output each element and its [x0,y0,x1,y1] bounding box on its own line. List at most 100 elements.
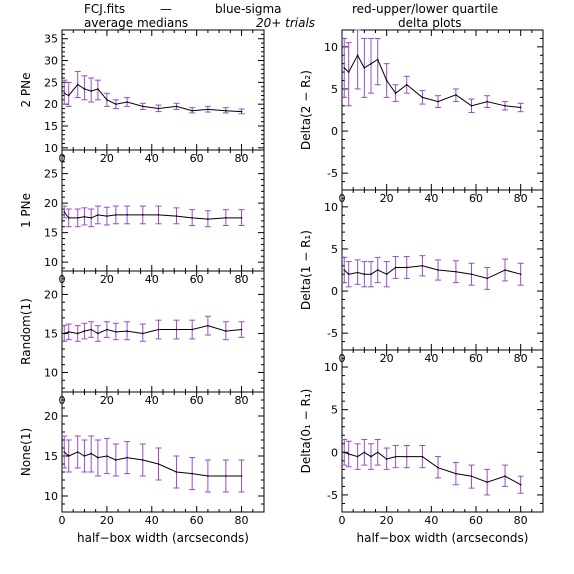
data-point [376,269,379,271]
y-tick-label: -5 [327,489,338,502]
data-point [83,455,86,457]
y-tick-label: 0 [331,285,338,298]
data-point [67,94,70,97]
data-point [63,451,66,453]
figure-header: FCJ.fits — blue-sigma red-upper/lower qu… [84,2,498,30]
data-point [356,54,359,57]
data-point [343,67,346,69]
series-line [343,54,521,108]
y-tick-label: 0 [331,125,338,138]
x-tick-label: 20 [100,273,114,286]
data-point [76,451,79,453]
data-point [347,273,350,276]
data-point [347,71,350,73]
data-point [437,466,439,469]
y-tick-label: 10 [324,201,338,214]
data-point [504,269,506,271]
data-point [90,328,92,331]
data-point [225,475,227,477]
data-point [363,451,366,454]
data-point [470,475,473,477]
series-line [64,325,242,335]
data-point [356,271,359,274]
y-tick-label: 10 [44,142,58,155]
data-point [90,217,92,219]
header-left-title: average medians [84,16,188,30]
data-point [225,330,227,332]
y-tick-label: 20 [44,288,58,301]
x-tick-label: 40 [145,514,159,527]
error-bar [94,79,101,101]
x-tick-label: 60 [190,273,204,286]
panel-frame [341,29,544,191]
header-trials-label: 20+ trials [256,16,315,30]
header-right-title: delta plots [398,16,461,30]
series-line [343,265,521,279]
x-tick-label: 80 [235,273,249,286]
y-tick-label: 15 [44,120,58,133]
x-tick-label: 20 [100,514,114,527]
y-tick-label: 5 [331,404,338,417]
data-point [76,83,79,86]
data-point [343,451,346,454]
y-tick-label: 35 [44,33,58,46]
x-tick-label: 40 [145,394,159,407]
data-point [504,104,506,107]
series-line [344,451,521,486]
x-tick-label: 40 [424,352,438,365]
data-point [385,273,388,276]
data-point [115,103,117,105]
x-tick-label: 0 [339,514,346,527]
data-point [486,277,488,280]
data-point [519,273,522,276]
y-tick-label: 10 [324,41,338,54]
y-tick-label: 25 [44,168,58,181]
data-point [115,214,117,216]
data-point [437,100,439,103]
data-point [356,455,359,458]
data-point [97,88,99,90]
error-bar [368,37,375,94]
data-point [126,214,128,216]
data-point [363,67,366,69]
error-bar [61,79,68,105]
data-point [437,269,439,271]
y-tick-label: 20 [44,98,58,111]
y-tick-label: 20 [44,197,58,210]
data-point [191,109,193,112]
data-point [421,96,424,99]
data-point [106,455,108,457]
error-bar [345,42,352,107]
data-point [370,273,372,276]
y-tick-label: 25 [44,76,58,89]
data-point [142,214,144,216]
data-point [191,328,193,331]
y-tick-label: 30 [44,55,58,68]
y-tick-label: 5 [331,83,338,96]
y-tick-label: 15 [44,327,58,340]
data-point [63,211,66,213]
panel-frame [61,149,265,272]
data-point [63,332,66,335]
data-point [343,269,346,271]
data-point [142,459,144,461]
x-tick-label: 0 [59,514,66,527]
y-tick-label: -5 [327,327,338,340]
data-point [175,105,178,108]
data-point [363,273,366,276]
data-point [370,62,372,65]
y-axis-label: None(1) [19,428,33,476]
x-tick-label: 40 [424,192,438,205]
data-point [486,100,488,103]
error-bar [354,29,361,90]
x-tick-label: 80 [235,394,249,407]
y-tick-label: 15 [44,227,58,240]
header-dash: — [160,2,172,16]
error-bar [374,37,381,86]
data-point [240,475,243,477]
data-point [240,328,243,331]
